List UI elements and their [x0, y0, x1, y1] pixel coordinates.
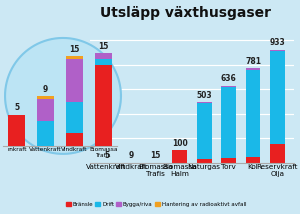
Text: 15: 15 — [69, 45, 80, 54]
Bar — [94, 53, 112, 59]
Bar — [37, 96, 54, 99]
Bar — [197, 102, 212, 103]
Legend: Bränsle, Drift, Bygga/riva, Hantering av radioaktivt avfall: Bränsle, Drift, Bygga/riva, Hantering av… — [64, 200, 248, 209]
Text: 636: 636 — [221, 74, 236, 83]
Text: 933: 933 — [269, 38, 285, 47]
Bar — [8, 115, 26, 146]
Bar — [246, 70, 260, 156]
Bar — [270, 144, 285, 163]
Bar — [172, 150, 187, 163]
Text: 5: 5 — [104, 152, 109, 160]
Bar — [197, 103, 212, 159]
Bar — [37, 121, 54, 146]
Bar — [94, 59, 112, 65]
Bar — [221, 86, 236, 87]
Bar — [66, 59, 83, 102]
Text: 781: 781 — [245, 57, 261, 66]
Text: Utsläpp växthusgaser: Utsläpp växthusgaser — [100, 6, 272, 20]
Bar — [94, 65, 112, 146]
Text: 15: 15 — [150, 152, 161, 160]
Bar — [221, 87, 236, 158]
Bar — [37, 99, 54, 121]
Bar — [246, 156, 260, 163]
Text: 5: 5 — [14, 103, 20, 112]
Bar — [246, 68, 260, 70]
Bar — [270, 51, 285, 144]
Bar — [270, 49, 285, 51]
Text: 15: 15 — [98, 42, 108, 51]
Text: 100: 100 — [172, 139, 188, 148]
Text: 9: 9 — [43, 85, 48, 94]
Bar — [66, 56, 83, 59]
Bar — [66, 102, 83, 133]
Bar — [66, 133, 83, 146]
Polygon shape — [5, 38, 121, 154]
Bar — [221, 158, 236, 163]
Text: 9: 9 — [128, 152, 134, 160]
Bar — [197, 159, 212, 163]
Text: 503: 503 — [196, 91, 212, 100]
